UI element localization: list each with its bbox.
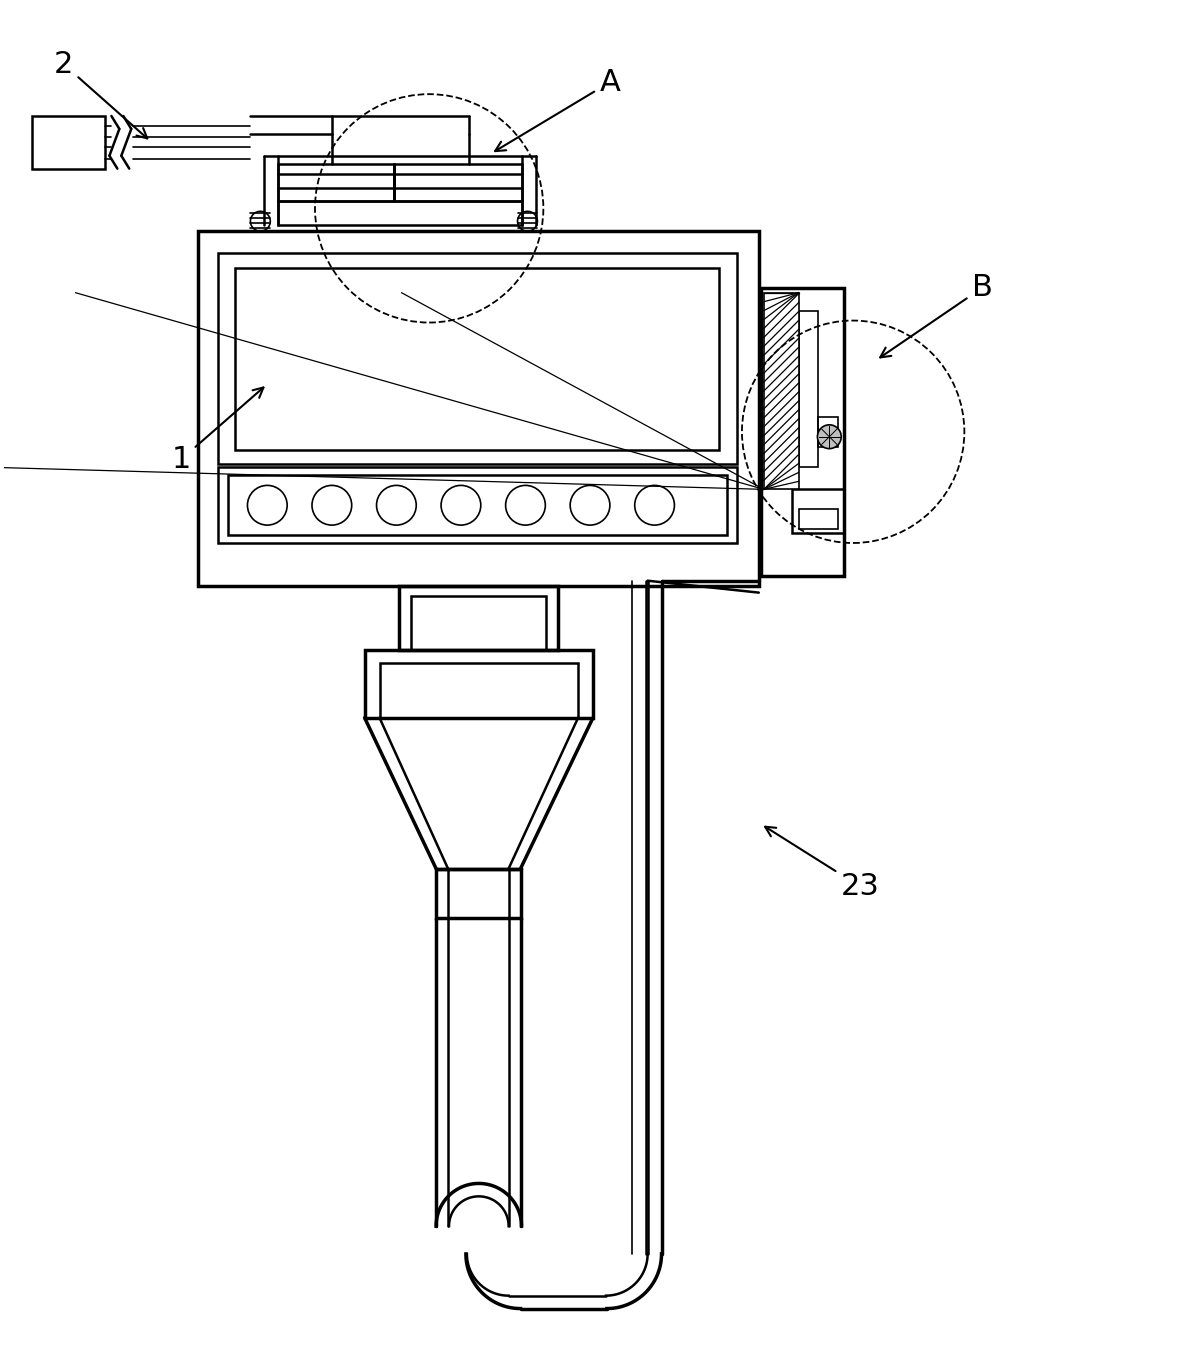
Bar (198, 232, 759, 586)
Bar (760, 288, 844, 575)
Bar (380, 664, 578, 718)
Bar (818, 417, 839, 447)
Bar (32, 116, 106, 169)
Bar (279, 202, 523, 225)
Bar (364, 650, 593, 718)
Bar (764, 293, 798, 489)
Text: B: B (880, 274, 993, 357)
Text: 23: 23 (765, 827, 880, 901)
Text: A: A (495, 68, 620, 151)
Text: 1: 1 (171, 387, 263, 474)
Bar (436, 868, 521, 919)
Bar (412, 596, 547, 650)
Bar (218, 466, 737, 542)
Bar (218, 254, 737, 463)
Bar (395, 164, 523, 202)
Bar (448, 868, 509, 919)
Bar (279, 164, 395, 202)
Bar (798, 311, 818, 466)
Bar (235, 269, 719, 450)
Bar (791, 489, 844, 533)
Bar (798, 510, 839, 529)
Circle shape (817, 425, 841, 448)
Bar (400, 586, 559, 650)
Text: 2: 2 (55, 50, 147, 139)
Bar (228, 476, 727, 536)
